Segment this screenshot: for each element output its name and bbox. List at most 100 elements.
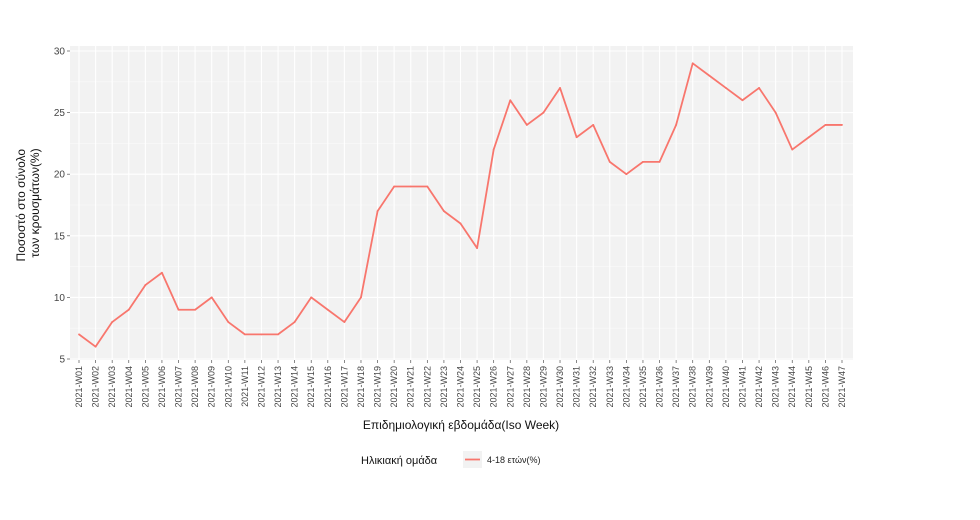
x-tick-label: 2021-W18: [356, 366, 366, 408]
data-point: [144, 284, 147, 286]
data-point: [841, 124, 843, 126]
data-point: [724, 87, 727, 89]
data-point: [691, 62, 694, 65]
x-tick-label: 2021-W13: [273, 366, 283, 408]
x-tick-label: 2021-W24: [456, 366, 466, 408]
data-point: [409, 185, 412, 188]
data-point: [161, 271, 163, 274]
data-point: [260, 333, 263, 336]
x-tick-label: 2021-W39: [704, 366, 714, 408]
data-point: [575, 136, 578, 139]
data-point: [642, 160, 644, 163]
data-point: [326, 308, 329, 311]
x-tick-label: 2021-W01: [74, 366, 84, 408]
x-tick-label: 2021-W47: [837, 366, 847, 408]
x-tick-label: 2021-W03: [107, 366, 117, 408]
data-point: [360, 296, 362, 299]
x-tick-label: 2021-W11: [240, 366, 250, 407]
data-point: [343, 321, 346, 323]
x-tick-label: 2021-W23: [439, 366, 449, 408]
data-point: [376, 210, 379, 213]
data-point: [675, 124, 678, 126]
data-point: [426, 185, 429, 188]
x-tick-label: 2021-W15: [306, 366, 316, 408]
x-tick-label: 2021-W29: [538, 366, 548, 408]
x-tick-label: 2021-W40: [721, 366, 731, 408]
x-tick-label: 2021-W32: [588, 366, 598, 408]
x-tick-label: 2021-W44: [787, 366, 797, 408]
x-tick-label: 2021-W36: [655, 366, 665, 408]
data-point: [774, 111, 777, 114]
x-tick-label: 2021-W19: [373, 366, 383, 408]
data-point: [791, 148, 794, 151]
x-tick-label: 2021-W04: [124, 366, 134, 408]
data-point: [111, 321, 114, 323]
x-tick-label: 2021-W37: [671, 366, 681, 408]
x-tick-label: 2021-W45: [804, 366, 814, 408]
x-tick-label: 2021-W14: [290, 366, 300, 408]
data-point: [525, 124, 528, 126]
data-point: [658, 160, 661, 163]
data-point: [94, 345, 97, 348]
x-tick-label: 2021-W20: [389, 366, 399, 408]
data-point: [542, 111, 545, 114]
plot-panel: [70, 46, 853, 360]
y-tick-label: 30: [54, 47, 66, 58]
data-point: [210, 296, 213, 299]
data-point: [608, 160, 611, 163]
data-point: [227, 321, 230, 323]
y-tick-label: 25: [54, 108, 66, 119]
legend-entry-label: 4-18 ετών(%): [487, 455, 540, 465]
x-tick-label: 2021-W16: [323, 366, 333, 408]
data-point: [310, 296, 313, 299]
data-point: [78, 333, 80, 336]
x-tick-label: 2021-W31: [572, 366, 582, 408]
data-point: [243, 333, 246, 336]
x-tick-label: 2021-W05: [140, 366, 150, 408]
legend: Ηλικιακή ομάδα 4-18 ετών(%): [361, 451, 540, 468]
data-point: [476, 247, 478, 250]
data-point: [293, 321, 296, 323]
x-tick-label: 2021-W46: [820, 366, 830, 408]
data-point: [194, 308, 197, 311]
x-tick-label: 2021-W07: [174, 366, 184, 408]
x-tick-label: 2021-W17: [339, 366, 349, 408]
x-tick-label: 2021-W41: [737, 366, 747, 408]
data-point: [277, 333, 279, 336]
y-axis-label-line-2: των κρουσμάτων(%): [28, 148, 42, 257]
data-point: [127, 308, 130, 311]
grid-major: [70, 46, 853, 360]
x-tick-label: 2021-W25: [472, 366, 482, 408]
y-tick-label: 20: [54, 170, 66, 181]
data-point: [824, 124, 827, 126]
x-tick-label: 2021-W38: [688, 366, 698, 408]
x-axis-label: Επιδημιολογική εβδομάδα(Iso Week): [363, 418, 559, 432]
x-tick-label: 2021-W27: [505, 366, 515, 408]
data-point: [459, 222, 462, 225]
data-point: [393, 185, 396, 188]
data-point: [625, 173, 628, 176]
x-tick-label: 2021-W02: [91, 366, 101, 408]
grid-minor: [70, 81, 853, 329]
y-axis-ticks: 5 10 15 20 25 30: [54, 47, 70, 366]
legend-title: Ηλικιακή ομάδα: [361, 455, 438, 467]
x-tick-label: 2021-W06: [157, 366, 167, 408]
y-tick-label: 5: [59, 355, 65, 366]
data-point: [443, 210, 445, 213]
y-tick-label: 10: [54, 293, 66, 304]
data-point: [758, 87, 760, 89]
data-point: [177, 308, 180, 311]
x-tick-label: 2021-W35: [638, 366, 648, 408]
data-point: [559, 87, 561, 89]
x-tick-label: 2021-W42: [754, 366, 764, 408]
x-tick-label: 2021-W30: [555, 366, 565, 408]
data-point: [492, 148, 495, 151]
data-point: [592, 124, 595, 126]
x-tick-label: 2021-W26: [489, 366, 499, 408]
y-axis-label: Ποσοστό στο σύνολο των κρουσμάτων(%): [12, 145, 42, 262]
x-tick-label: 2021-W22: [422, 366, 432, 408]
data-point: [509, 99, 512, 102]
x-tick-label: 2021-W33: [605, 366, 615, 408]
data-point: [741, 99, 744, 102]
